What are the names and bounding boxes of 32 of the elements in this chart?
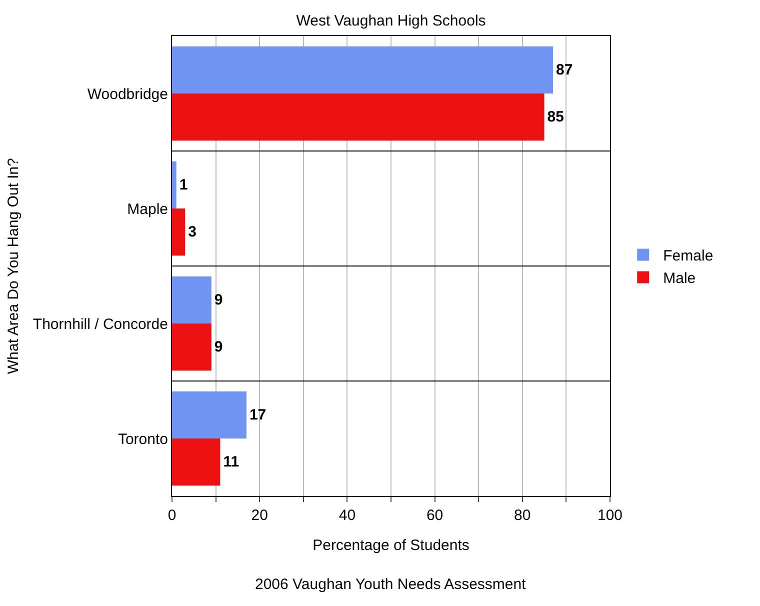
text: 2006 Vaughan Youth Needs Assessment [255, 576, 527, 593]
data-label: 3 [188, 224, 196, 241]
y-tick-label: Thornhill / Concorde [32, 316, 168, 333]
x-tick-label: 60 [426, 507, 444, 524]
legend-label: Male [663, 270, 696, 288]
bar [172, 276, 212, 324]
bar [172, 46, 554, 94]
data-label: 11 [223, 454, 240, 471]
data-label: 17 [249, 406, 266, 424]
x-tick-label: 20 [251, 507, 268, 524]
y-tick-label: Maple [127, 200, 168, 218]
bar [172, 324, 212, 371]
x-tick-label: 0 [168, 507, 176, 524]
data-label: 1 [179, 176, 188, 194]
y-axis-title: What Area Do You Hang Out In? [5, 158, 22, 374]
data-label: 9 [214, 338, 223, 356]
data-label: 85 [547, 108, 564, 126]
x-tick-label: 40 [338, 507, 356, 524]
bar [172, 391, 246, 438]
data-label: 9 [214, 291, 223, 308]
data-label: 87 [556, 61, 573, 78]
x-tick-label: 100 [597, 507, 623, 524]
x-axis-title: Percentage of Students [312, 537, 470, 554]
y-tick-label: Woodbridge [87, 86, 168, 103]
chart-title: West Vaughan High Schools [296, 12, 486, 30]
legend-label: Female [663, 248, 714, 265]
bar [172, 208, 186, 256]
bar [172, 161, 176, 208]
bar [172, 438, 220, 486]
y-tick-label: Toronto [118, 430, 168, 448]
x-tick-label: 80 [514, 507, 531, 524]
bar [172, 94, 544, 141]
